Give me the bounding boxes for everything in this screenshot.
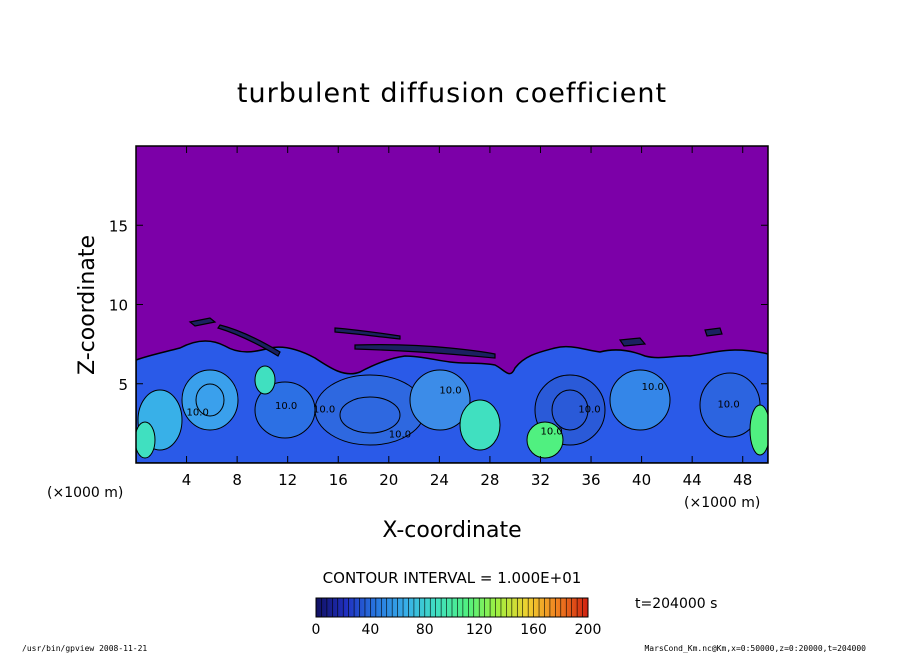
x-tick-label: 12: [278, 471, 297, 489]
footer-right: MarsCond_Km.nc@Km,x=0:50000,z=0:20000,t=…: [644, 644, 866, 653]
turbulent-layer: [136, 317, 768, 463]
colorbar-ticks: 0 40 80 120 160 200: [312, 598, 602, 638]
x-tick-label: 40: [632, 471, 651, 489]
colorbar: 0 40 80 120 160 200: [312, 597, 602, 638]
colorbar-tick-label: 80: [416, 622, 434, 638]
upper-filaments: [188, 317, 723, 359]
contour-value-label: 10.0: [642, 382, 664, 393]
x-axis-ticks: 4 8 12 16 20 24 28 32 36 40 44 48: [182, 146, 752, 489]
colorbar-tick-label: 160: [520, 622, 547, 638]
y-tick-label: 15: [109, 217, 128, 235]
contour-value-label: 10.0: [275, 401, 297, 412]
x-tick-label: 20: [379, 471, 398, 489]
x-axis-unit: (×1000 m): [684, 495, 760, 511]
y-axis-unit: (×1000 m): [47, 485, 123, 501]
y-axis-ticks: 5 10 15: [109, 217, 768, 394]
contour-value-label: 10.0: [439, 385, 461, 396]
y-tick-label: 5: [118, 376, 128, 394]
x-tick-label: 36: [581, 471, 600, 489]
colorbar-tick-label: 40: [361, 622, 379, 638]
x-tick-label: 28: [480, 471, 499, 489]
contour-labels: 10.0 10.0 10.0 10.0 10.0 10.0 10.0 10.0 10.0: [187, 382, 740, 441]
contour-value-label: 10.0: [389, 430, 411, 441]
contour-value-label: 10.0: [313, 404, 335, 415]
colorbar-tick-label: 120: [466, 622, 493, 638]
x-tick-label: 16: [329, 471, 348, 489]
x-tick-label: 44: [683, 471, 702, 489]
x-tick-label: 48: [733, 471, 752, 489]
eddy-structures: [136, 365, 768, 459]
contour-interval-label: CONTOUR INTERVAL = 1.000E+01: [323, 569, 582, 587]
x-tick-label: 4: [182, 471, 192, 489]
time-label: t=204000 s: [635, 596, 717, 612]
contour-value-label: 10.0: [187, 407, 209, 418]
x-tick-label: 32: [531, 471, 550, 489]
contour-value-label: 10.0: [540, 426, 562, 437]
y-tick-label: 10: [109, 297, 128, 315]
contour-value-label: 10.0: [578, 404, 600, 415]
chart-title: turbulent diffusion coefficient: [237, 78, 667, 109]
colorbar-tick-label: 0: [312, 622, 321, 638]
x-tick-label: 24: [430, 471, 449, 489]
colorbar-tick-label: 200: [575, 622, 602, 638]
x-tick-label: 8: [232, 471, 242, 489]
plot-area: 10.0 10.0 10.0 10.0 10.0 10.0 10.0 10.0 10.0 5 10…: [109, 145, 769, 489]
y-axis-label: Z-coordinate: [75, 235, 100, 375]
contour-value-label: 10.0: [717, 400, 739, 411]
footer-left: /usr/bin/gpview 2008-11-21: [22, 644, 147, 653]
x-axis-label: X-coordinate: [382, 518, 521, 543]
